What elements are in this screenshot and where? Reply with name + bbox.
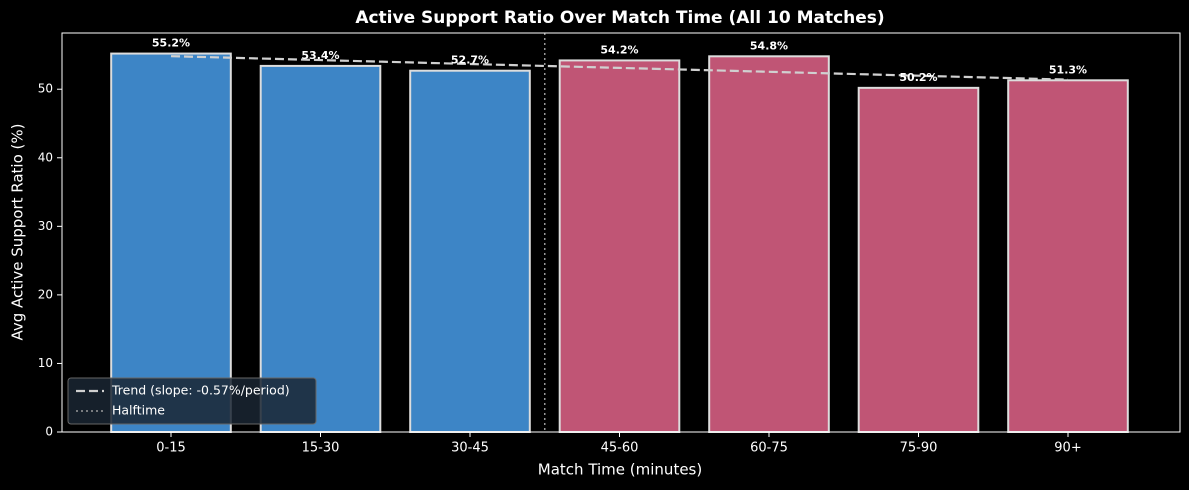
value-label: 55.2% — [152, 37, 190, 50]
bar — [1007, 79, 1129, 433]
bar — [409, 69, 531, 434]
bar — [857, 86, 980, 433]
y-tick-label: 10 — [38, 356, 53, 370]
bar — [110, 52, 232, 433]
x-tick-label: 15-30 — [302, 441, 340, 456]
x-tick-label: 0-15 — [156, 441, 186, 456]
y-tick-label: 30 — [38, 219, 53, 233]
bar — [708, 55, 830, 434]
legend-box — [67, 377, 317, 425]
value-label: 50.2% — [899, 71, 937, 84]
plot-frame — [61, 32, 1181, 433]
x-axis-label: Match Time (minutes) — [538, 461, 702, 479]
bar — [558, 59, 681, 434]
value-label: 51.3% — [1049, 63, 1087, 76]
value-label: 54.8% — [750, 39, 788, 52]
y-axis-label: Avg Active Support Ratio (%) — [9, 123, 27, 340]
bar — [259, 64, 382, 433]
y-tick-label: 0 — [45, 425, 53, 439]
x-tick-label: 90+ — [1054, 441, 1081, 456]
y-tick-label: 40 — [38, 150, 53, 164]
legend-label: Halftime — [112, 403, 165, 418]
x-tick-label: 75-90 — [900, 441, 938, 456]
x-tick-label: 45-60 — [601, 441, 639, 456]
value-label: 54.2% — [600, 43, 638, 56]
legend-label: Trend (slope: -0.57%/period) — [111, 383, 290, 398]
x-tick-label: 60-75 — [750, 441, 788, 456]
trend-line — [170, 55, 1069, 81]
y-tick-label: 20 — [38, 287, 53, 301]
y-tick-label: 50 — [38, 82, 53, 96]
chart-title: Active Support Ratio Over Match Time (Al… — [355, 8, 884, 28]
x-tick-label: 30-45 — [451, 441, 489, 456]
value-label: 52.7% — [451, 54, 489, 67]
value-label: 53.4% — [301, 49, 339, 62]
